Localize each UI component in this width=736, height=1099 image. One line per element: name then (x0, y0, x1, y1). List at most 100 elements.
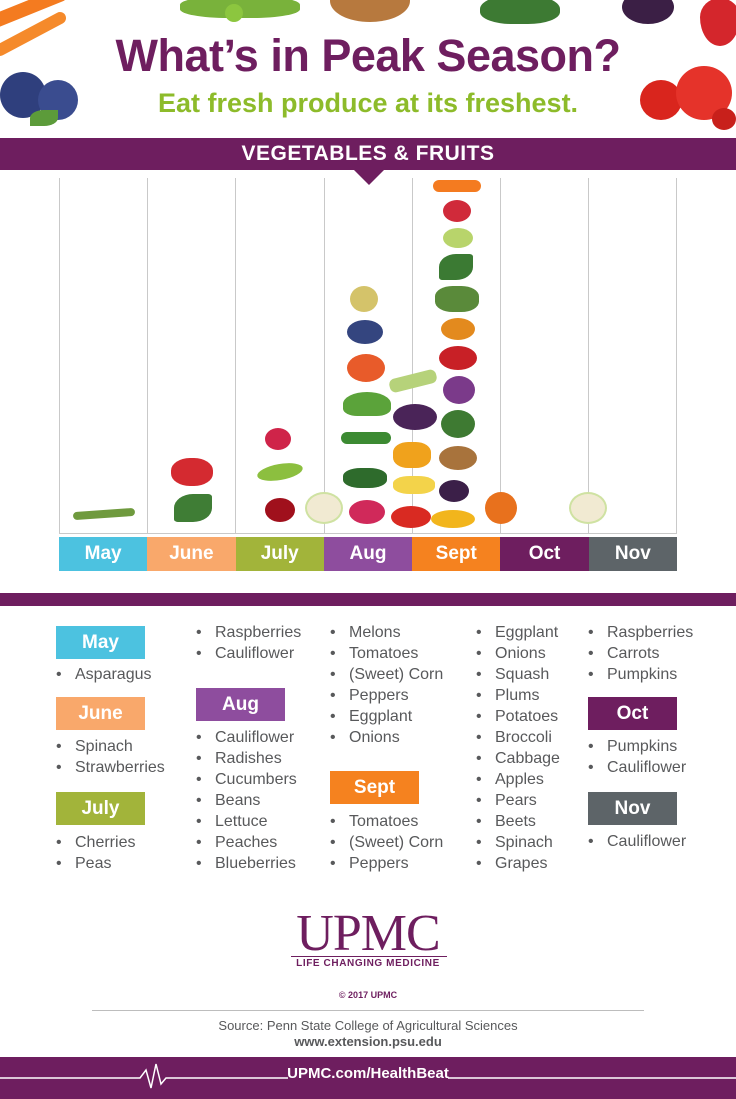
leaf-icon (30, 110, 58, 126)
list-item: Potatoes (476, 706, 560, 727)
broccoli-icon (441, 410, 475, 438)
list-item: Onions (330, 727, 443, 748)
onions-icon (388, 368, 438, 394)
list-item: Asparagus (56, 664, 152, 685)
tomato-icon (640, 80, 682, 120)
month-label-oct: Oct (588, 697, 677, 730)
grapes-icon (443, 228, 473, 248)
source-link[interactable]: www.extension.psu.edu (294, 1034, 442, 1049)
cauliflower-icon (305, 492, 343, 524)
spinach-icon (480, 0, 560, 24)
axis-label-nov: Nov (588, 537, 677, 571)
month-label-july: July (56, 792, 145, 825)
eggplant-icon (393, 404, 437, 430)
upmc-logo: UPMC (296, 905, 440, 962)
peppers-icon (393, 442, 431, 468)
list-item: Tomatoes (330, 643, 443, 664)
list-item: Plums (476, 685, 560, 706)
list-item: Peppers (330, 853, 443, 874)
cabbage-icon (443, 376, 475, 404)
chart-baseline (59, 533, 677, 534)
nov-list: Cauliflower (588, 831, 686, 852)
blueberries-icon (347, 320, 383, 344)
list-item: Cabbage (476, 748, 560, 769)
list-item: Onions (476, 643, 560, 664)
list-item: Apples (476, 769, 560, 790)
section-divider (0, 593, 736, 606)
spinach-icon (174, 494, 212, 522)
list-item: Cauliflower (196, 727, 297, 748)
eggplant-icon (622, 0, 674, 24)
month-label-aug: Aug (196, 688, 285, 721)
list-item: Carrots (588, 643, 693, 664)
chart-gridline (500, 178, 501, 534)
chart-gridline (147, 178, 148, 534)
peaches-icon (347, 354, 385, 382)
axis-label-sept: Sept (412, 537, 501, 571)
list-item: Spinach (56, 736, 165, 757)
season-chart (59, 178, 677, 534)
list-item: Cauliflower (196, 643, 301, 664)
list-item: Peas (56, 853, 135, 874)
peas-icon (255, 460, 305, 484)
beets-icon (435, 286, 479, 312)
corn-icon (393, 476, 435, 494)
june-list: Spinach Strawberries (56, 736, 165, 778)
melon-icon (350, 286, 378, 312)
heartbeat-icon (0, 1063, 736, 1089)
list-item: Eggplant (476, 622, 560, 643)
section-banner: VEGETABLES & FRUITS (0, 138, 736, 170)
banner-pointer (353, 169, 385, 185)
list-item: Strawberries (56, 757, 165, 778)
raspberries-icon (443, 200, 471, 222)
list-item: Melons (330, 622, 443, 643)
beans-icon (341, 432, 391, 444)
axis-label-july: July (235, 537, 324, 571)
sept-list-a: Tomatoes (Sweet) Corn Peppers (330, 811, 443, 874)
tomatoes-icon (391, 506, 431, 528)
pea-icon (225, 4, 243, 22)
healthbeat-link[interactable]: UPMC.com/HealthBeat (287, 1065, 449, 1082)
list-item: Raspberries (196, 622, 301, 643)
logo-divider (291, 956, 447, 957)
cauliflower-icon (569, 492, 607, 524)
carrots-icon (433, 180, 481, 192)
eggplant-icon (439, 480, 469, 502)
apples-icon (439, 346, 477, 370)
list-item: Peppers (330, 685, 443, 706)
sept-list-c: Raspberries Carrots Pumpkins (588, 622, 693, 685)
sept-list-b: Eggplant Onions Squash Plums Potatoes Br… (476, 622, 560, 874)
strawberries-icon (171, 458, 213, 486)
list-item: (Sweet) Corn (330, 664, 443, 685)
lettuce-icon (343, 392, 391, 416)
list-item: Tomatoes (330, 811, 443, 832)
list-item: Blueberries (196, 853, 297, 874)
aug-list-a: Cauliflower Radishes Cucumbers Beans Let… (196, 727, 297, 874)
list-item: Squash (476, 664, 560, 685)
list-item: Radishes (196, 748, 297, 769)
axis-label-may: May (59, 537, 148, 571)
radishes-icon (349, 500, 385, 524)
source-divider (92, 1010, 644, 1011)
list-item: Spinach (476, 832, 560, 853)
chart-gridline (676, 178, 677, 534)
logo-tagline: LIFE CHANGING MEDICINE (296, 958, 440, 969)
chart-gridline (235, 178, 236, 534)
month-label-may: May (56, 626, 145, 659)
squash-icon (431, 510, 475, 528)
copyright: © 2017 UPMC (338, 990, 398, 1000)
list-item: Eggplant (330, 706, 443, 727)
list-item: Pears (476, 790, 560, 811)
header: What’s in Peak Season? Eat fresh produce… (0, 0, 736, 140)
page-subtitle: Eat fresh produce at its freshest. (157, 88, 579, 118)
axis-label-june: June (147, 537, 236, 571)
list-item: Cauliflower (588, 831, 686, 852)
list-item: Cherries (56, 832, 135, 853)
list-item: (Sweet) Corn (330, 832, 443, 853)
page-title: What’s in Peak Season? (115, 30, 621, 81)
list-item: Peaches (196, 832, 297, 853)
month-label-june: June (56, 697, 145, 730)
pears-icon (441, 318, 475, 340)
chart-gridline (588, 178, 589, 534)
chart-gridline (324, 178, 325, 534)
